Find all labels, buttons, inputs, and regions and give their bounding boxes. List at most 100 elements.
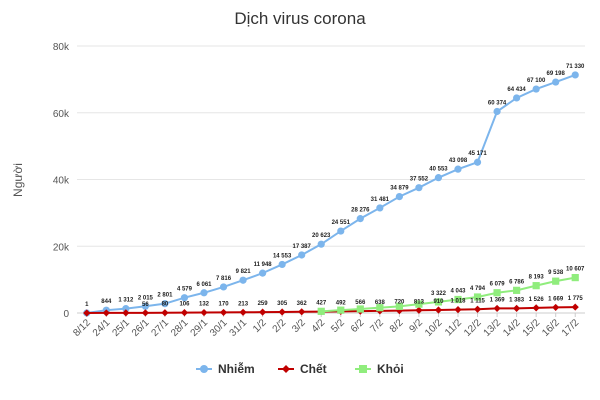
point-nhiem xyxy=(298,251,306,259)
data-label-chet: 213 xyxy=(238,301,249,307)
data-label-khoi: 9 538 xyxy=(548,270,564,276)
point-chet xyxy=(102,309,110,317)
point-nhiem xyxy=(571,71,579,79)
legend-marker xyxy=(200,365,208,373)
point-chet xyxy=(513,304,521,312)
x-tick-label: 7/2 xyxy=(368,317,386,335)
data-label-chet: 132 xyxy=(199,302,210,308)
point-nhiem xyxy=(376,204,384,212)
legend-label: Chết xyxy=(300,362,327,376)
series-group xyxy=(83,71,579,317)
point-khoi xyxy=(473,293,482,301)
point-chet xyxy=(434,306,443,314)
x-tick-label: 17/2 xyxy=(560,317,582,339)
data-label-chet: 106 xyxy=(179,302,190,308)
point-nhiem xyxy=(434,174,443,182)
data-label-chet: 566 xyxy=(355,300,366,306)
x-tick-label: 10/2 xyxy=(423,317,445,339)
point-nhiem xyxy=(337,227,345,235)
chart-title: Dịch virus corona xyxy=(234,9,366,28)
x-tick-label: 11/2 xyxy=(443,317,464,338)
point-chet xyxy=(161,309,169,317)
data-label-chet: 362 xyxy=(297,301,308,307)
data-label-nhiem: 60 374 xyxy=(488,101,507,107)
point-khoi xyxy=(571,273,579,282)
data-label-nhiem: 17 387 xyxy=(293,244,312,250)
data-label-khoi: 3 322 xyxy=(431,291,447,297)
x-tick-label: 26/1 xyxy=(130,317,152,339)
data-label-chet: 1 383 xyxy=(509,297,525,303)
point-khoi xyxy=(493,289,501,297)
data-label-chet: 1 018 xyxy=(450,299,466,305)
data-label-nhiem: 2 801 xyxy=(157,293,173,299)
x-tick-label: 4/2 xyxy=(310,317,328,335)
data-label-khoi: 8 193 xyxy=(529,275,545,281)
point-nhiem xyxy=(513,94,521,102)
point-khoi xyxy=(415,300,423,308)
x-tick-label: 3/2 xyxy=(290,317,308,335)
data-label-chet: 910 xyxy=(433,299,444,305)
y-tick-label: 40k xyxy=(53,176,70,187)
point-nhiem xyxy=(395,192,403,201)
point-khoi xyxy=(513,286,521,294)
data-label-chet: 80 xyxy=(162,302,169,308)
point-nhiem xyxy=(532,85,540,93)
point-chet xyxy=(454,306,462,314)
point-khoi xyxy=(532,282,540,290)
point-chet xyxy=(122,309,130,317)
data-label-nhiem: 11 948 xyxy=(254,262,273,268)
legend[interactable]: Nhiễm Chết Khỏi xyxy=(196,361,404,376)
point-chet xyxy=(141,309,149,317)
data-label-chet: 1 115 xyxy=(470,298,485,304)
series-line-nhiem xyxy=(86,73,576,314)
data-label-nhiem: 31 481 xyxy=(371,197,390,203)
data-label-chet: 638 xyxy=(375,300,386,306)
point-khoi xyxy=(454,295,462,304)
data-label-nhiem: 14 553 xyxy=(273,253,292,259)
data-label-chet: 427 xyxy=(316,301,327,307)
legend-label: Nhiễm xyxy=(218,361,255,376)
point-nhiem xyxy=(219,283,228,291)
x-tick-label: 8/12 xyxy=(71,317,93,339)
point-chet xyxy=(395,306,403,315)
legend-item-khoi[interactable]: Khỏi xyxy=(355,362,404,376)
x-tick-label: 31/1 xyxy=(228,317,250,339)
x-tick-label: 15/2 xyxy=(521,317,543,339)
point-nhiem xyxy=(356,215,364,223)
point-nhiem xyxy=(122,305,130,313)
x-tick-label: 6/2 xyxy=(349,317,367,335)
legend-label: Khỏi xyxy=(377,362,404,376)
x-tick-label: 24/1 xyxy=(91,317,113,339)
data-label-nhiem: 6 061 xyxy=(196,282,212,288)
x-tick-label: 27/1 xyxy=(149,317,171,339)
data-label-khoi: 4 043 xyxy=(450,289,466,295)
point-khoi xyxy=(376,304,384,312)
point-chet xyxy=(415,306,423,314)
point-khoi xyxy=(337,306,345,314)
data-label-nhiem: 45 171 xyxy=(468,151,487,157)
y-tick-label: 0 xyxy=(63,309,69,320)
point-chet xyxy=(180,309,189,317)
point-chet xyxy=(571,303,579,311)
point-nhiem xyxy=(493,107,501,116)
point-khoi xyxy=(395,302,403,310)
data-label-nhiem: 67 100 xyxy=(527,78,546,84)
x-tick-label: 28/1 xyxy=(169,317,191,339)
data-label-khoi: 6 079 xyxy=(490,282,506,288)
point-chet xyxy=(219,308,228,317)
point-chet xyxy=(259,308,267,316)
legend-item-chet[interactable]: Chết xyxy=(278,362,327,376)
point-nhiem xyxy=(473,158,482,166)
legend-marker xyxy=(282,365,290,373)
legend-item-nhiem[interactable]: Nhiễm xyxy=(196,361,255,376)
point-khoi xyxy=(552,277,560,285)
point-chet xyxy=(473,305,482,313)
x-tick-label: 8/2 xyxy=(388,317,406,335)
data-label-nhiem: 37 552 xyxy=(410,177,429,183)
point-chet xyxy=(532,304,540,312)
data-label-chet: 170 xyxy=(219,301,230,307)
data-label-nhiem: 2 015 xyxy=(138,295,154,301)
data-label-nhiem: 7 816 xyxy=(216,276,232,282)
